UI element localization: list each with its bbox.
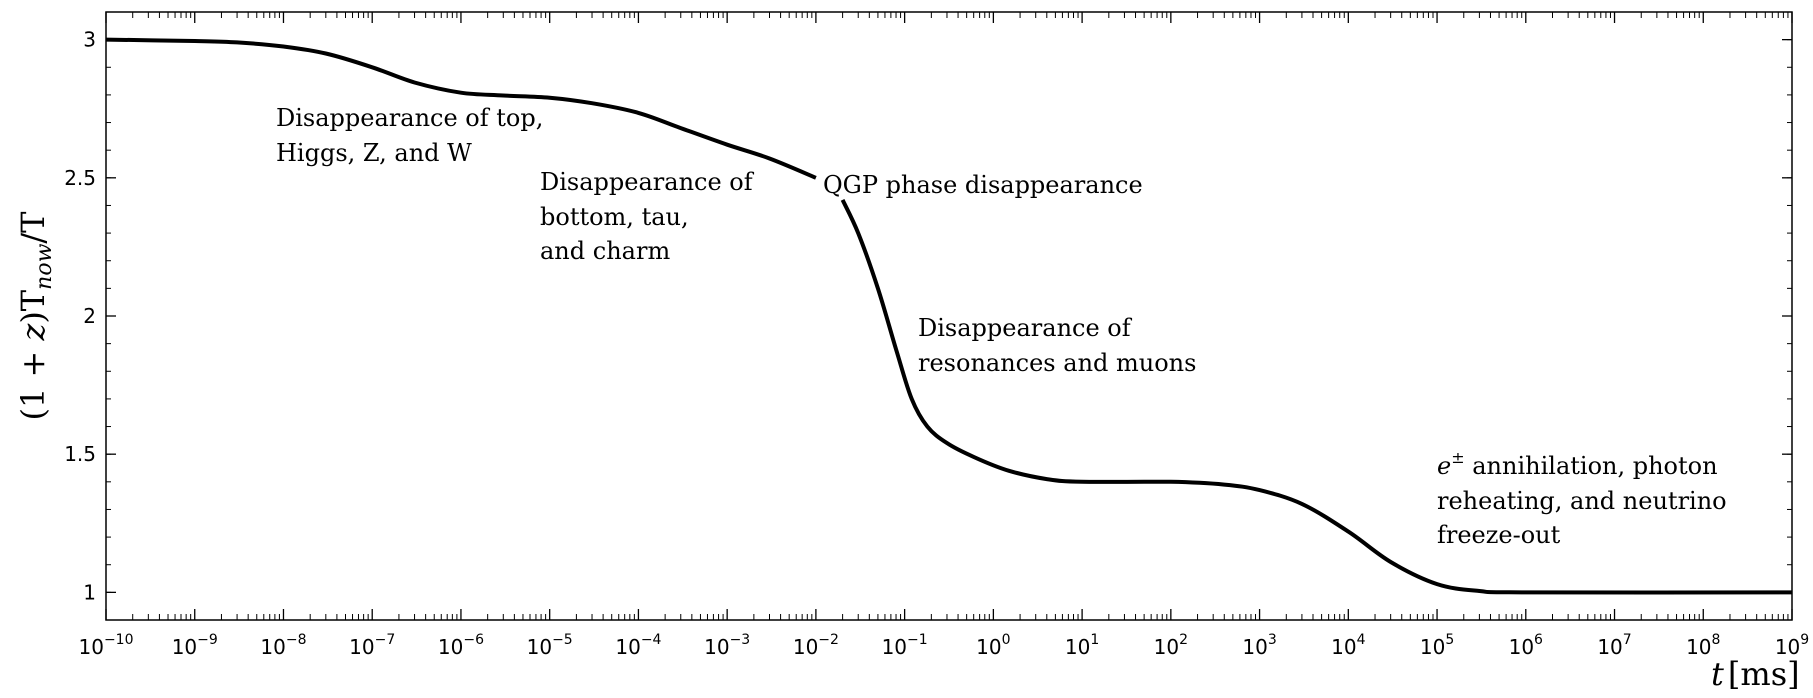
y-axis-title-slash: /T <box>14 211 52 244</box>
x-tick-labels: 10−10 10−9 10−8 10−7 10−6 10−5 10−4 10−3 10−2 10−… <box>79 632 1810 659</box>
x-tick-label: 101 <box>1065 632 1099 659</box>
annotation-top-higgs-line1: Disappearance of top, <box>276 104 543 132</box>
annotation-bottom-tau-charm: Disappearance of bottom, tau, and charm <box>540 168 760 265</box>
x-tick-label: 107 <box>1597 632 1631 659</box>
x-tick-label: 104 <box>1331 632 1365 659</box>
annotation-bottom-line3: and charm <box>540 237 670 265</box>
x-tick-label: 10−7 <box>349 632 395 659</box>
x-tick-label: 105 <box>1420 632 1454 659</box>
x-tick-label: 10−9 <box>172 632 218 659</box>
x-axis-title: t [ms] <box>1711 655 1800 693</box>
y-tick-labels: 1 1.5 2 2.5 3 <box>64 28 96 605</box>
annotation-e-line3: freeze-out <box>1437 521 1561 549</box>
y-axis-title-sub: now <box>32 243 57 289</box>
annotation-e-symbol: e <box>1437 452 1451 480</box>
x-tick-label: 10−6 <box>438 632 484 659</box>
x-tick-label: 10−4 <box>615 632 661 659</box>
curve-segment <box>105 37 817 180</box>
y-tick-label: 1 <box>83 580 96 604</box>
x-tick-label: 100 <box>976 632 1010 659</box>
annotation-qgp: QGP phase disappearance <box>823 171 1143 199</box>
y-tick-label: 1.5 <box>64 442 96 466</box>
annotation-top-higgs-line2: Higgs, Z, and W <box>276 139 472 167</box>
y-axis-title-mid: )T <box>14 289 52 323</box>
data-curve <box>105 37 1793 595</box>
y-tick-label: 2 <box>83 304 96 328</box>
annotation-resonances-line2: resonances and muons <box>918 349 1196 377</box>
annotation-bottom-line1: Disappearance of <box>540 168 755 196</box>
x-tick-label: 10−10 <box>79 632 134 659</box>
x-tick-label: 106 <box>1509 632 1543 659</box>
curve-segment <box>840 199 1793 595</box>
y-tick-label: 3 <box>83 28 96 52</box>
x-axis-title-main: t <box>1711 655 1724 693</box>
x-tick-label: 10−5 <box>527 632 573 659</box>
x-tick-label: 103 <box>1242 632 1276 659</box>
y-axis-title: (1 + z)Tnow/T <box>14 211 57 421</box>
annotation-resonances-line1: Disappearance of <box>918 314 1133 342</box>
x-axis-title-unit: [ms] <box>1728 655 1800 693</box>
annotation-e-sup: ± <box>1451 448 1464 467</box>
y-axis-title-z: z <box>14 323 52 342</box>
x-tick-label: 10−1 <box>882 632 928 659</box>
annotation-e-line2: reheating, and neutrino <box>1437 487 1727 515</box>
y-axis-title-prefix: (1 + <box>14 341 52 421</box>
annotation-bottom-line2: bottom, tau, <box>540 203 689 231</box>
x-tick-label: 109 <box>1775 632 1809 659</box>
annotation-e-rest: annihilation, photon <box>1465 452 1718 480</box>
x-tick-label: 10−8 <box>260 632 306 659</box>
annotation-e-annihilation: e± annihilation, photon reheating, and n… <box>1437 448 1734 549</box>
annotation-qgp-line1: QGP phase disappearance <box>823 171 1143 199</box>
x-tick-label: 108 <box>1686 632 1720 659</box>
x-tick-label: 10−3 <box>704 632 750 659</box>
x-tick-label: 10−2 <box>793 632 839 659</box>
annotation-top-higgs: Disappearance of top, Higgs, Z, and W <box>276 104 551 167</box>
minor-ticks <box>106 12 1792 620</box>
y-tick-label: 2.5 <box>64 166 96 190</box>
major-ticks <box>105 12 1793 620</box>
x-tick-label: 102 <box>1154 632 1188 659</box>
annotation-resonances-muons: Disappearance of resonances and muons <box>918 314 1196 377</box>
